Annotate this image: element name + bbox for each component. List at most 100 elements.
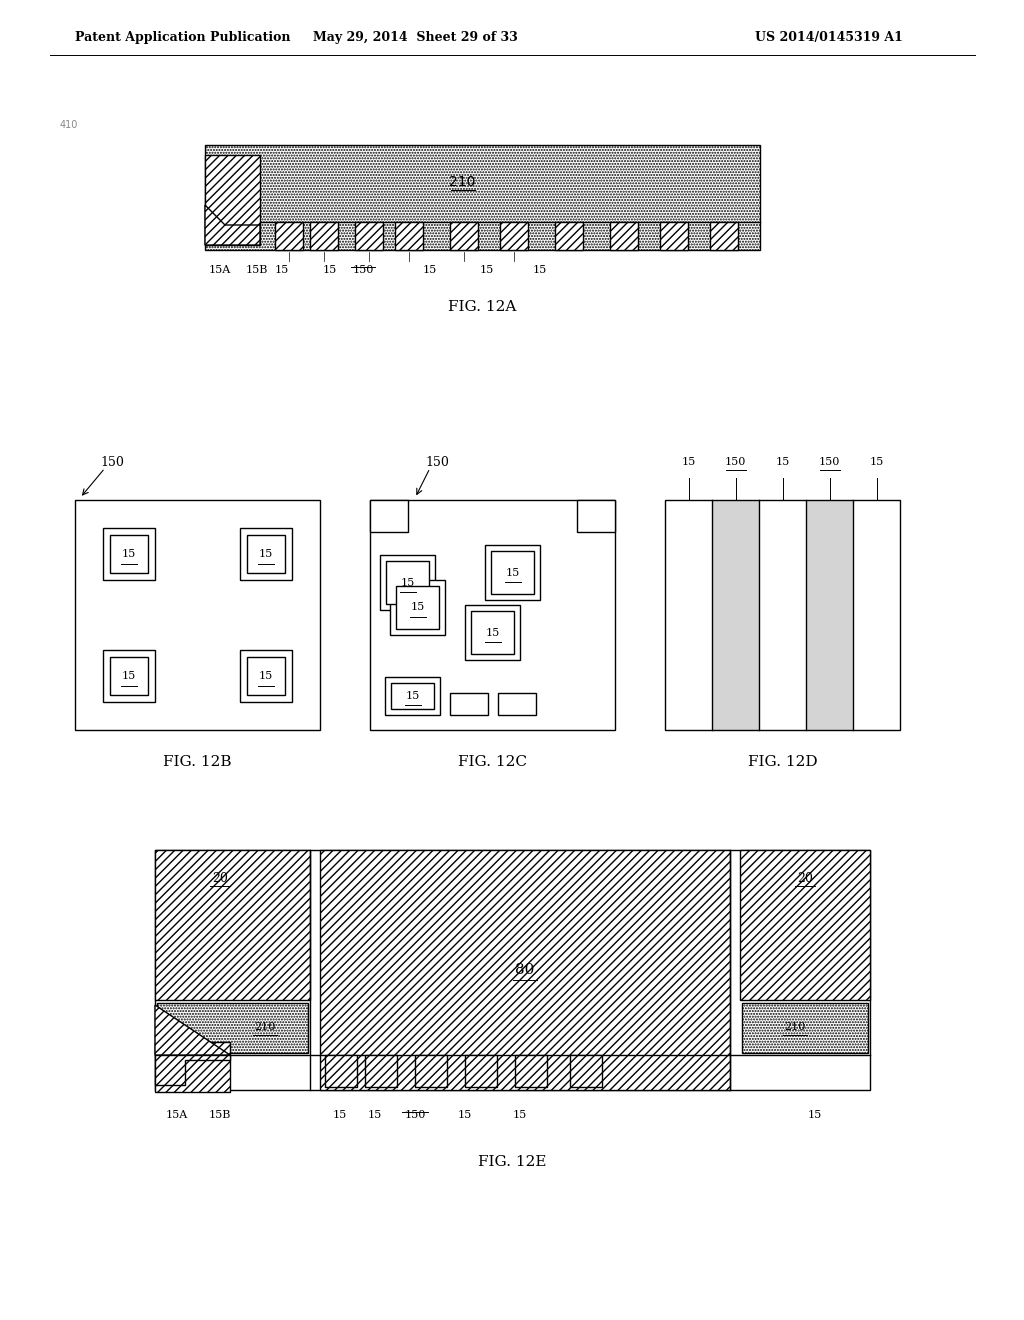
Bar: [390, 579, 445, 635]
Text: 15: 15: [274, 265, 289, 275]
Bar: [577, 500, 615, 532]
Text: 150: 150: [725, 457, 746, 467]
Bar: [555, 222, 583, 249]
Bar: [110, 657, 148, 696]
Text: 150: 150: [425, 455, 449, 469]
Bar: [450, 693, 488, 715]
Bar: [759, 500, 806, 730]
Text: 150: 150: [100, 455, 124, 469]
Text: FIG. 12B: FIG. 12B: [163, 755, 231, 770]
Text: 15: 15: [423, 265, 437, 275]
Text: 15: 15: [681, 457, 695, 467]
Text: 210: 210: [450, 174, 476, 189]
Bar: [490, 550, 534, 594]
Bar: [806, 500, 853, 730]
Text: 15: 15: [368, 1110, 382, 1119]
Text: 15: 15: [400, 578, 415, 587]
Text: 15: 15: [259, 671, 273, 681]
Text: 15: 15: [775, 457, 790, 467]
Bar: [240, 649, 292, 702]
Bar: [485, 545, 540, 601]
Bar: [853, 500, 900, 730]
Bar: [395, 222, 423, 249]
Text: May 29, 2014  Sheet 29 of 33: May 29, 2014 Sheet 29 of 33: [312, 30, 517, 44]
Bar: [310, 222, 338, 249]
Bar: [498, 693, 536, 715]
Bar: [155, 850, 870, 1090]
Bar: [103, 528, 155, 579]
Text: 15A: 15A: [209, 265, 231, 275]
Bar: [740, 850, 870, 1001]
Text: 15: 15: [259, 549, 273, 558]
Bar: [103, 649, 155, 702]
Text: FIG. 12C: FIG. 12C: [458, 755, 527, 770]
Text: 15: 15: [323, 265, 337, 275]
Bar: [155, 1041, 230, 1092]
Polygon shape: [155, 1055, 230, 1085]
Text: 15: 15: [122, 549, 136, 558]
Text: 15: 15: [411, 602, 425, 612]
Bar: [155, 850, 310, 1001]
Text: 150: 150: [352, 265, 374, 275]
Text: 15: 15: [506, 568, 519, 578]
Bar: [319, 850, 730, 1090]
Text: 15: 15: [122, 671, 136, 681]
Text: 15: 15: [406, 690, 420, 701]
Bar: [742, 1003, 868, 1053]
Bar: [325, 1055, 357, 1086]
Bar: [386, 561, 429, 605]
Text: 15: 15: [869, 457, 884, 467]
Text: 150: 150: [404, 1110, 426, 1119]
Text: 15: 15: [480, 265, 495, 275]
Text: 15: 15: [485, 627, 500, 638]
Bar: [712, 500, 759, 730]
Bar: [370, 500, 615, 730]
Bar: [415, 1055, 447, 1086]
Text: 15A: 15A: [166, 1110, 188, 1119]
Bar: [465, 605, 520, 660]
Bar: [710, 222, 738, 249]
Text: 15: 15: [458, 1110, 472, 1119]
Text: Patent Application Publication: Patent Application Publication: [75, 30, 291, 44]
Bar: [380, 554, 435, 610]
Text: 80: 80: [515, 964, 535, 977]
Text: 15B: 15B: [209, 1110, 231, 1119]
Bar: [610, 222, 638, 249]
Bar: [396, 586, 439, 630]
Bar: [205, 154, 260, 246]
Bar: [465, 1055, 497, 1086]
Bar: [240, 528, 292, 579]
Bar: [660, 222, 688, 249]
Text: 15: 15: [808, 1110, 822, 1119]
Bar: [157, 1003, 308, 1053]
Text: 210: 210: [784, 1022, 806, 1032]
Bar: [471, 611, 514, 653]
Polygon shape: [155, 1005, 230, 1055]
Text: 210: 210: [254, 1022, 275, 1032]
Bar: [75, 500, 319, 730]
Polygon shape: [205, 205, 260, 246]
Bar: [355, 222, 383, 249]
Bar: [385, 677, 440, 715]
Text: US 2014/0145319 A1: US 2014/0145319 A1: [755, 30, 903, 44]
Bar: [205, 145, 760, 249]
Bar: [515, 1055, 547, 1086]
Bar: [450, 222, 478, 249]
Bar: [665, 500, 900, 730]
Text: FIG. 12A: FIG. 12A: [449, 300, 517, 314]
Text: 410: 410: [60, 120, 79, 129]
Text: 15B: 15B: [246, 265, 268, 275]
Bar: [247, 535, 285, 573]
Bar: [391, 682, 434, 709]
Bar: [500, 222, 528, 249]
Bar: [247, 657, 285, 696]
Bar: [370, 500, 408, 532]
Text: 20: 20: [797, 871, 813, 884]
Text: 150: 150: [819, 457, 840, 467]
Text: 15: 15: [532, 265, 547, 275]
Text: FIG. 12D: FIG. 12D: [748, 755, 817, 770]
Text: 20: 20: [212, 871, 228, 884]
Bar: [365, 1055, 397, 1086]
Text: FIG. 12E: FIG. 12E: [478, 1155, 547, 1170]
Bar: [110, 535, 148, 573]
